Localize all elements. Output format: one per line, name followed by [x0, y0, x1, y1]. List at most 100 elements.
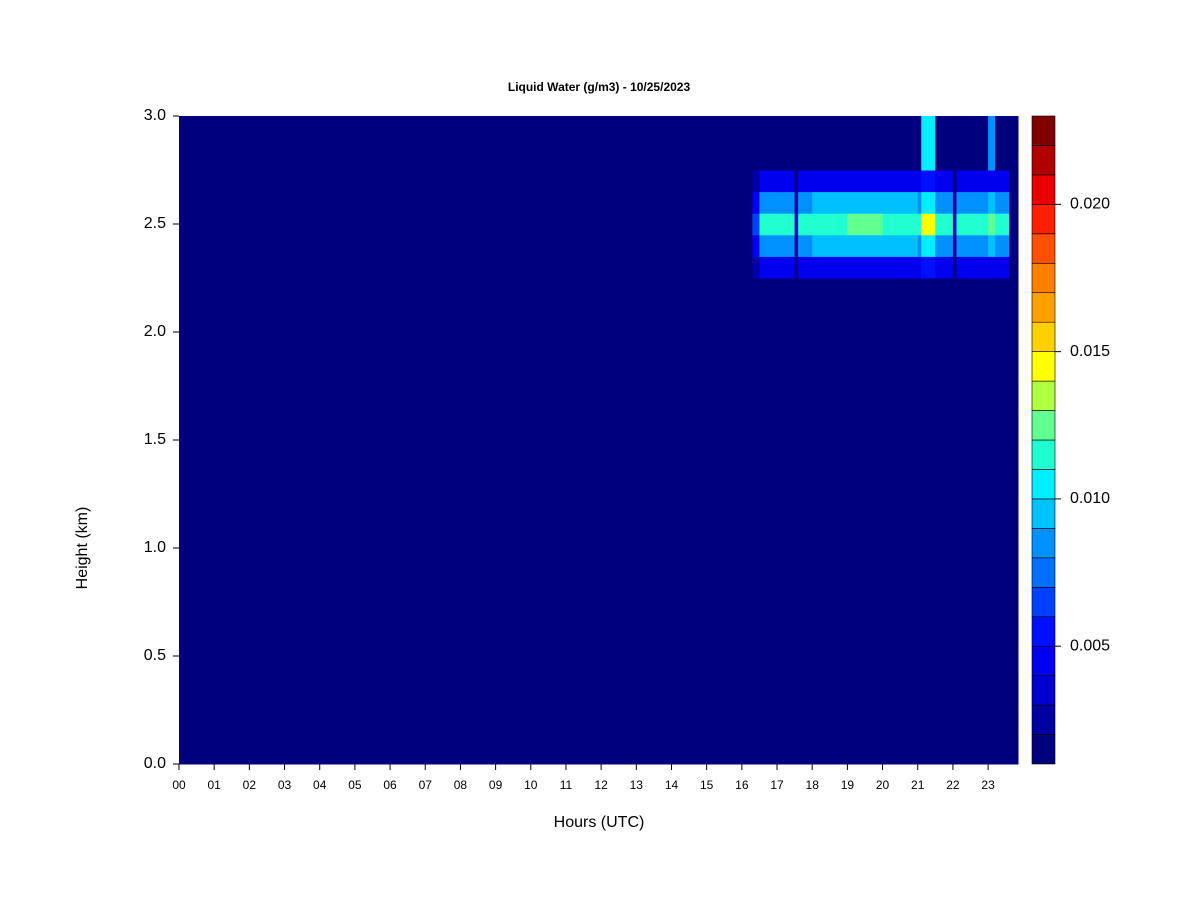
heatmap-cell: [917, 116, 922, 171]
heatmap-cell: [988, 170, 996, 193]
heatmap-cell: [798, 191, 813, 214]
heatmap-cell: [812, 256, 848, 279]
heatmap-cell: [759, 234, 778, 257]
heatmap-cell: [917, 256, 922, 279]
heatmap-cell: [1009, 213, 1019, 236]
heatmap-cell: [777, 170, 796, 193]
heatmap-cell: [921, 116, 936, 171]
heatmap-cell: [812, 116, 848, 171]
heatmap-cell: [798, 256, 813, 279]
chart-title: Liquid Water (g/m3) - 10/25/2023: [508, 80, 691, 94]
colorbar-band: [1031, 380, 1056, 411]
heatmap-cell: [847, 278, 884, 765]
heatmap-cell: [995, 234, 1010, 257]
colorbar-band: [1031, 351, 1056, 382]
heatmap-cell: [812, 170, 848, 193]
colorbar-tick-label: 0.010: [1070, 490, 1110, 507]
heatmap-cell: [921, 278, 936, 765]
heatmap-cell: [794, 191, 799, 214]
heatmap-cell: [995, 191, 1010, 214]
heatmap-cell: [952, 278, 957, 765]
colorbar-band: [1031, 675, 1056, 706]
heatmap-cell: [988, 116, 996, 171]
colorbar-band: [1031, 616, 1056, 647]
heatmap-cell: [882, 191, 919, 214]
x-tick-label: 02: [243, 778, 257, 792]
colorbar-band: [1031, 204, 1056, 235]
heatmap-cell: [995, 256, 1010, 279]
heatmap-cell: [952, 213, 957, 236]
heatmap-cell: [752, 170, 760, 193]
heatmap-cell: [988, 278, 996, 765]
colorbar-band: [1031, 174, 1056, 205]
heatmap-cell: [777, 234, 796, 257]
heatmap-cell: [988, 213, 996, 236]
x-tick-label: 10: [524, 778, 538, 792]
x-tick-label: 07: [419, 778, 433, 792]
heatmap-cell: [759, 170, 778, 193]
heatmap-cell: [812, 278, 848, 765]
colorbar-tick-label: 0.005: [1070, 637, 1110, 654]
heatmap-cell: [952, 170, 957, 193]
heatmap-cell: [995, 116, 1010, 171]
x-tick-label: 22: [946, 778, 960, 792]
x-axis-label: Hours (UTC): [554, 814, 645, 831]
heatmap-cell: [179, 234, 753, 257]
colorbar-band: [1031, 262, 1056, 294]
heatmap-cell: [794, 170, 799, 193]
heatmap-cell: [812, 213, 848, 236]
x-tick-label: 00: [172, 778, 186, 792]
heatmap-cell: [847, 256, 884, 279]
heatmap-cell: [988, 234, 996, 257]
heatmap-cell: [882, 170, 919, 193]
colorbar-band: [1031, 469, 1056, 500]
x-tick-label: 03: [278, 778, 292, 792]
y-tick-label: 2.5: [144, 215, 166, 232]
heatmap-cell: [798, 234, 813, 257]
heatmap-cell: [777, 213, 796, 236]
heatmap-cell: [752, 234, 760, 257]
heatmap-cell: [921, 170, 936, 193]
heatmap-cell: [759, 256, 778, 279]
heatmap-cell: [752, 116, 760, 171]
heatmap-cell: [794, 213, 799, 236]
colorbar-tick-label: 0.015: [1070, 343, 1110, 360]
heatmap-cell: [798, 213, 813, 236]
x-tick-label: 04: [313, 778, 327, 792]
heatmap-cell: [847, 213, 884, 236]
heatmap-cell: [798, 170, 813, 193]
heatmap-cell: [179, 191, 753, 214]
heatmap-cell: [882, 213, 919, 236]
heatmap-cell: [759, 191, 778, 214]
colorbar-band: [1031, 410, 1056, 441]
heatmap-cell: [1009, 191, 1019, 214]
heatmap-cell: [917, 170, 922, 193]
heatmap-cell: [759, 116, 778, 171]
heatmap-cell: [798, 116, 813, 171]
heatmap-cell: [1009, 116, 1019, 171]
heatmap-cell: [777, 191, 796, 214]
x-tick-label: 01: [207, 778, 221, 792]
heatmap-cell: [812, 191, 848, 214]
heatmap-cell: [956, 191, 989, 214]
x-tick-label: 19: [841, 778, 855, 792]
heatmap-cell: [917, 191, 922, 214]
heatmap-cell: [956, 234, 989, 257]
heatmap-cell: [179, 116, 753, 171]
heatmap-cell: [759, 278, 778, 765]
y-tick-label: 0.5: [144, 647, 166, 664]
heatmap-cell: [995, 170, 1010, 193]
x-tick-label: 08: [454, 778, 468, 792]
heatmap-cell: [752, 213, 760, 236]
heatmap-cell: [935, 116, 954, 171]
y-tick-label: 2.0: [144, 323, 166, 340]
colorbar-band: [1031, 498, 1056, 529]
heatmap-cell: [935, 213, 954, 236]
heatmap-cell: [777, 256, 796, 279]
heatmap-cell: [882, 116, 919, 171]
heatmap-cell: [935, 278, 954, 765]
heatmap-cell: [988, 256, 996, 279]
colorbar-band: [1031, 321, 1056, 352]
heatmap-cell: [777, 116, 796, 171]
